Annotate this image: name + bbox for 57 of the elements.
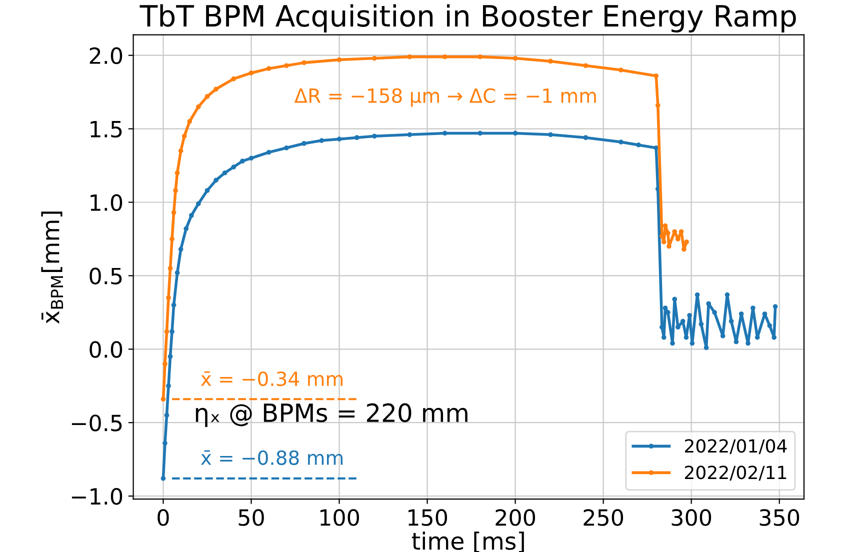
point	[655, 102, 660, 108]
point	[214, 86, 218, 92]
point	[654, 73, 659, 78]
x-tick-label: 50	[238, 509, 264, 526]
y-tick-label: 1.0	[90, 194, 122, 212]
y-axis-title: x̄$_{BPM}$[mm]	[41, 212, 64, 324]
point	[160, 396, 166, 402]
point	[512, 56, 518, 61]
x-tick-label: 250	[584, 509, 624, 526]
point	[372, 56, 377, 61]
point	[682, 246, 686, 252]
point	[166, 295, 171, 300]
x-tick-label: 150	[408, 509, 448, 526]
point	[164, 329, 170, 334]
point	[248, 70, 254, 76]
y-tick-label: 0.0	[90, 341, 122, 358]
point	[442, 54, 448, 60]
point	[204, 94, 210, 99]
y-tick-label: 2.0	[90, 47, 122, 64]
annotation: ηₓ @ BPMs = 220 mm	[196, 403, 468, 428]
point	[407, 54, 412, 60]
x-tick-label: 350	[760, 509, 800, 526]
x-tick-label: 100	[320, 509, 359, 526]
point	[684, 239, 690, 244]
annotation: x̄ = −0.34 mm	[200, 371, 343, 386]
point	[284, 63, 289, 68]
point	[583, 63, 588, 68]
point	[336, 57, 342, 62]
annotation: ΔR = −158 µm → ΔC = −1 mm	[294, 88, 596, 107]
point	[266, 66, 272, 71]
point	[170, 236, 174, 242]
y-tick-label: −0.5	[72, 414, 122, 432]
point	[302, 60, 306, 66]
legend-label: 2022/01/04	[685, 439, 787, 454]
y-tick-label: −1.0	[72, 488, 122, 505]
point	[174, 170, 180, 176]
point	[171, 210, 176, 215]
point	[173, 188, 178, 193]
point	[548, 58, 553, 64]
point	[618, 68, 624, 72]
point	[196, 104, 201, 110]
point	[662, 223, 668, 228]
x-tick-label: 200	[496, 509, 536, 526]
annotation: x̄ = −0.88 mm	[200, 450, 343, 466]
y-tick-label: 1.5	[90, 121, 122, 138]
point	[187, 119, 192, 124]
point	[665, 230, 670, 236]
point	[168, 266, 173, 271]
x-tick-label: 300	[672, 509, 712, 526]
y-tick-label: 0.5	[90, 268, 122, 284]
point	[231, 76, 236, 82]
x-tick-label: 0	[158, 509, 169, 526]
legend-label: 2022/02/11	[685, 466, 786, 481]
point	[178, 148, 184, 154]
point	[182, 134, 187, 139]
chart-title: TbT BPM Acquisition in Booster Energy Ramp	[140, 4, 796, 33]
point	[162, 361, 168, 366]
